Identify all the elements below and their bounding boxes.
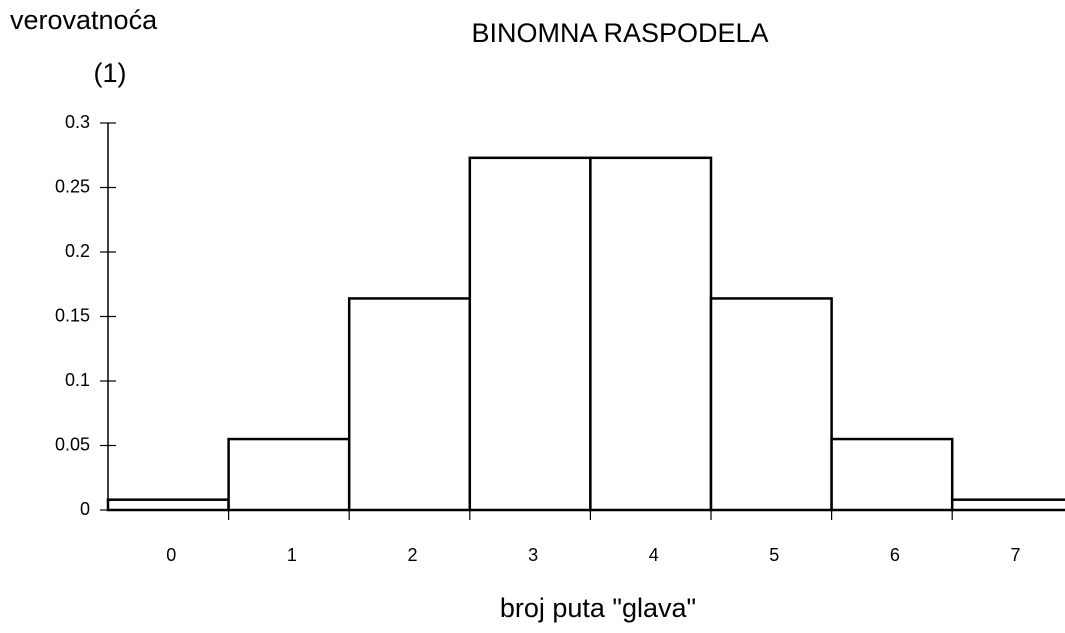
y-tick-label: 0.1 xyxy=(65,370,90,390)
bar xyxy=(468,156,592,512)
y-tick-label: 0.25 xyxy=(55,176,90,196)
x-tick-label: 0 xyxy=(166,545,176,565)
x-tick-label: 3 xyxy=(528,545,538,565)
x-tick-label: 4 xyxy=(649,545,659,565)
y-tick-label: 0.05 xyxy=(55,434,90,454)
x-tick-label: 7 xyxy=(1010,545,1020,565)
y-axis-label: verovatnoća xyxy=(10,5,158,35)
y-axis-unit: (1) xyxy=(94,58,127,88)
x-tick-label: 1 xyxy=(287,545,297,565)
x-tick-label: 2 xyxy=(407,545,417,565)
bar xyxy=(227,437,351,512)
x-tick-label: 6 xyxy=(890,545,900,565)
y-tick-label: 0.15 xyxy=(55,305,90,325)
bar xyxy=(709,297,833,512)
chart-title: BINOMNA RASPODELA xyxy=(471,18,768,48)
bar xyxy=(950,498,1065,512)
x-axis-label: broj puta "glava" xyxy=(500,593,696,623)
bar xyxy=(106,498,230,512)
bar xyxy=(830,437,954,512)
bar xyxy=(589,156,713,512)
y-tick-label: 0.2 xyxy=(65,241,90,261)
y-tick-label: 0.3 xyxy=(65,112,90,132)
y-tick-label: 0 xyxy=(80,499,90,519)
bar xyxy=(347,297,472,512)
x-tick-label: 5 xyxy=(769,545,779,565)
